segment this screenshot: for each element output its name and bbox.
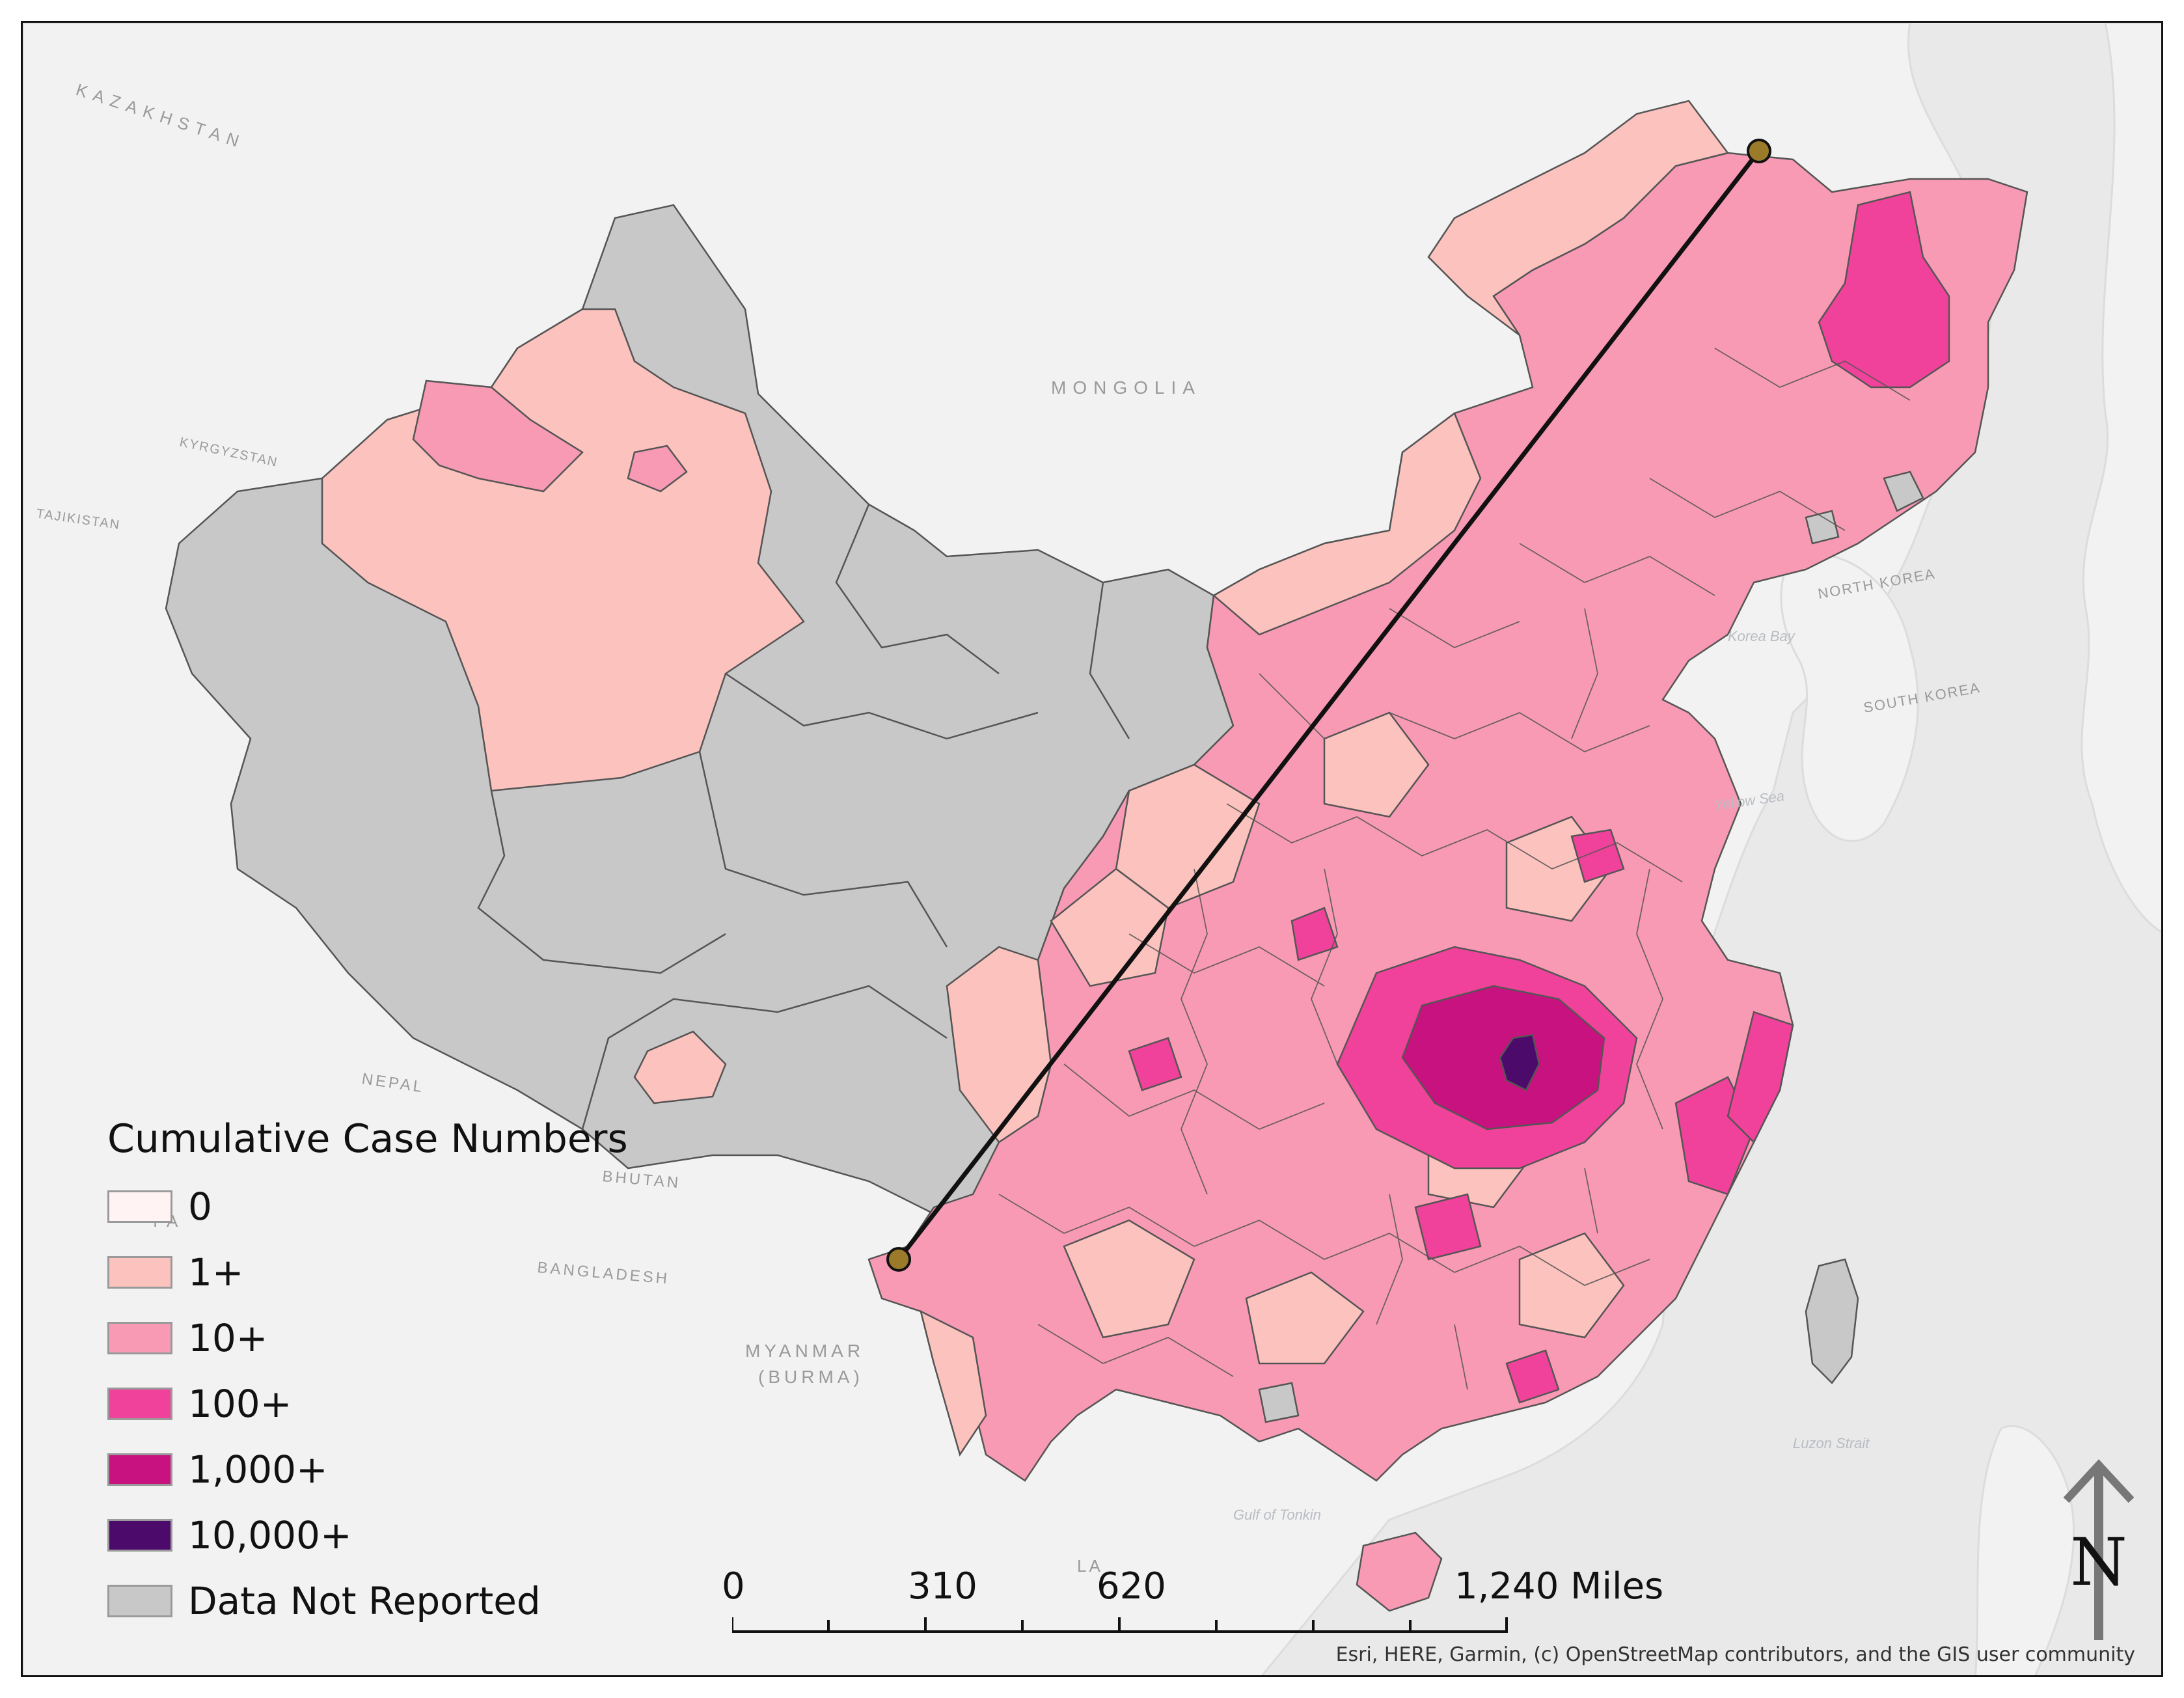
- label-myanmar: MYANMAR: [745, 1341, 864, 1361]
- legend-item-not-reported: Data Not Reported: [107, 1568, 628, 1634]
- legend-item-1plus: 1+: [107, 1239, 628, 1305]
- label-burma: (BURMA): [758, 1367, 864, 1387]
- legend-item-10plus: 10+: [107, 1305, 628, 1371]
- legend-swatch: [107, 1518, 172, 1552]
- scale-bar-ruler: [732, 1617, 1508, 1633]
- legend-label: 0: [188, 1184, 212, 1229]
- scale-label-1240-value: 1,240: [1454, 1565, 1559, 1608]
- legend-title: Cumulative Case Numbers: [107, 1116, 628, 1162]
- legend-label: 100+: [188, 1381, 292, 1426]
- legend-label: 1,000+: [188, 1447, 328, 1492]
- philippines-land: [1974, 1425, 2075, 1675]
- label-gulf-of-tonkin: Gulf of Tonkin: [1233, 1507, 1321, 1523]
- label-mongolia: MONGOLIA: [1051, 377, 1201, 398]
- attribution: Esri, HERE, Garmin, (c) OpenStreetMap co…: [1335, 1643, 2135, 1666]
- legend-swatch: [107, 1387, 172, 1420]
- legend-swatch: [107, 1255, 172, 1289]
- north-label: N: [2070, 1524, 2127, 1600]
- region-10000plus: [1499, 1034, 1540, 1091]
- grey-region-boundaries: [477, 504, 1130, 1130]
- line-endpoint-north: [1747, 139, 1771, 163]
- region-xinjiang-spot: [627, 445, 688, 493]
- korea-land: [1780, 553, 1919, 842]
- prefecture-boundaries: [998, 348, 1911, 1390]
- legend-item-0: 0: [107, 1173, 628, 1239]
- legend-label: 1+: [188, 1250, 244, 1294]
- legend-label: 10,000+: [188, 1513, 352, 1557]
- region-tibet-spot: [633, 1030, 727, 1104]
- map-canvas: KAZAKHSTAN MONGOLIA KYRGYZSTAN TAJIKISTA…: [23, 23, 2161, 1675]
- region-taiwan: [1805, 1258, 1859, 1384]
- legend-swatch: [107, 1321, 172, 1354]
- map-frame: KAZAKHSTAN MONGOLIA KYRGYZSTAN TAJIKISTA…: [21, 21, 2163, 1677]
- legend-swatch: [107, 1453, 172, 1486]
- scale-label-1240: 1,240 Miles: [1454, 1565, 1663, 1608]
- region-hainan: [1356, 1531, 1443, 1612]
- japan-land: [2081, 23, 2161, 933]
- line-endpoint-south: [886, 1247, 911, 1272]
- scale-bar: 0 310 620 1,240 Miles: [722, 1565, 1708, 1669]
- scale-unit: Miles: [1570, 1565, 1664, 1608]
- legend: Cumulative Case Numbers 0 1+ 10+ 100+ 1,…: [107, 1116, 628, 1634]
- scale-label-620: 620: [1097, 1565, 1166, 1608]
- region-xinjiang-mid: [412, 379, 584, 493]
- label-lao: LA: [1077, 1556, 1103, 1576]
- regions-1plus: [920, 100, 1730, 1457]
- legend-swatch: [107, 1190, 172, 1223]
- grey-spots: [1258, 471, 1924, 1423]
- label-korea-bay: Korea Bay: [1728, 628, 1796, 644]
- heihe-tengchong-line: [897, 149, 1761, 1261]
- north-arrow-icon: N: [2063, 1459, 2135, 1640]
- legend-item-1000plus: 1,000+: [107, 1436, 628, 1502]
- north-arrow-icon: N: [2060, 1455, 2138, 1643]
- label-luzon-strait: Luzon Strait: [1793, 1435, 1870, 1451]
- legend-item-10000plus: 10,000+: [107, 1502, 628, 1568]
- legend-label: 10+: [188, 1315, 268, 1360]
- legend-swatch: [107, 1584, 172, 1617]
- scale-label-310: 310: [908, 1565, 977, 1608]
- legend-label: Data Not Reported: [188, 1578, 541, 1623]
- scale-label-0: 0: [722, 1565, 745, 1608]
- legend-item-100plus: 100+: [107, 1371, 628, 1436]
